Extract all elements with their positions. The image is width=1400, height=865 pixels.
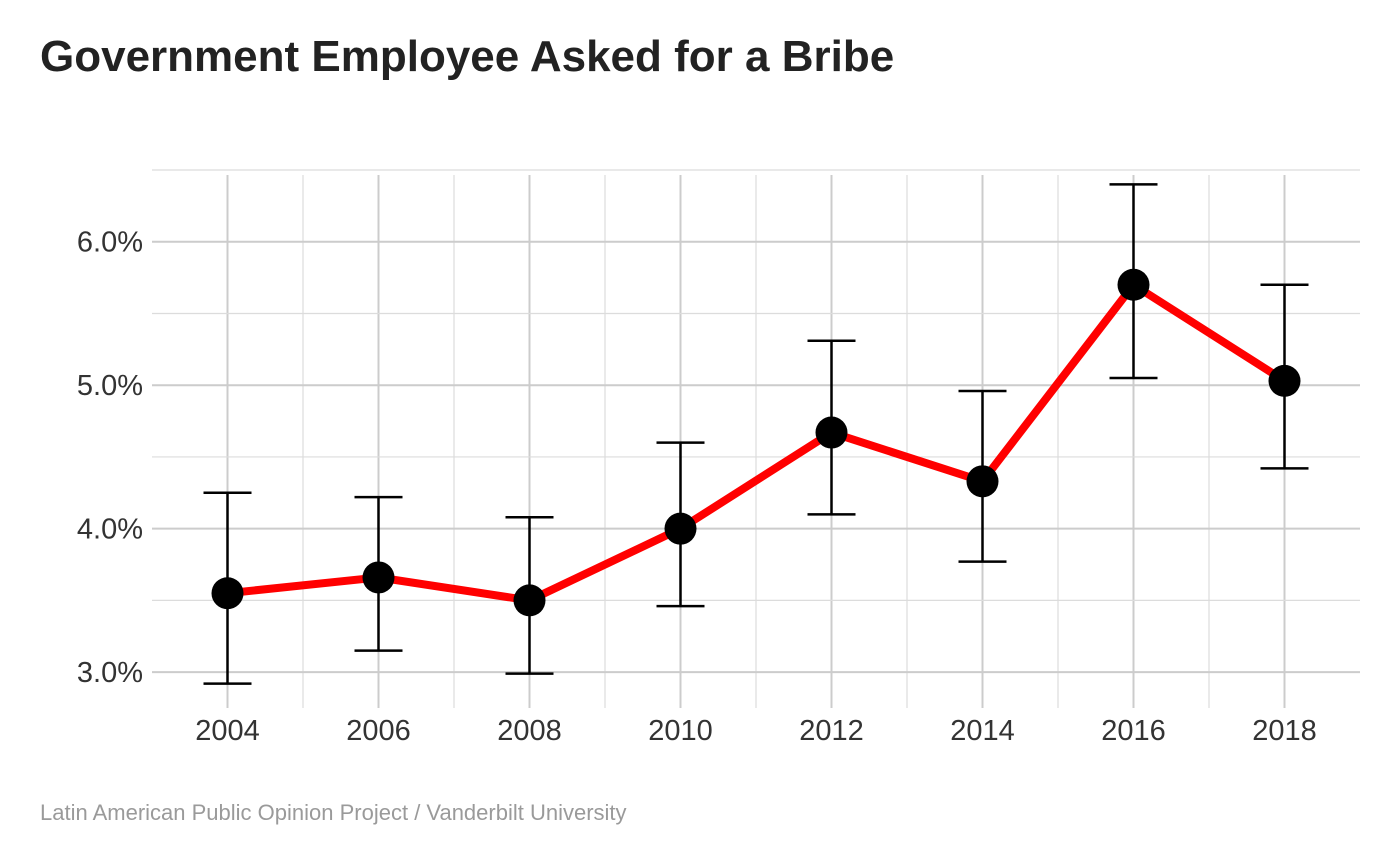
x-tick-label: 2006	[346, 715, 411, 747]
x-tick-label: 2016	[1101, 715, 1166, 747]
data-point	[815, 416, 848, 449]
y-tick-label: 5.0%	[77, 370, 143, 402]
y-tick-label: 3.0%	[77, 657, 143, 689]
x-tick-label: 2008	[497, 715, 562, 747]
series-line	[223, 280, 1289, 605]
chart-title: Government Employee Asked for a Bribe	[40, 32, 895, 81]
y-tick-label: 6.0%	[77, 227, 143, 259]
data-points	[211, 268, 1301, 617]
series-line-path	[223, 280, 1289, 605]
x-axis-tick-labels: 2004 2006 2008 2010 2012 2014 2016 2018	[195, 715, 1317, 747]
data-point	[1268, 364, 1301, 397]
x-tick-label: 2004	[195, 715, 260, 747]
x-tick-label: 2012	[799, 715, 864, 747]
x-tick-label: 2014	[950, 715, 1015, 747]
source-caption: Latin American Public Opinion Project / …	[40, 800, 627, 825]
error-bars	[203, 183, 1309, 685]
data-point	[211, 577, 244, 610]
data-point	[664, 512, 697, 545]
grid-lines	[152, 169, 1360, 708]
y-tick-label: 4.0%	[77, 514, 143, 546]
data-point	[966, 465, 999, 498]
y-axis-tick-labels: 3.0% 4.0% 5.0% 6.0%	[77, 227, 143, 689]
data-point	[362, 561, 395, 594]
x-tick-label: 2018	[1252, 715, 1317, 747]
data-point	[1117, 268, 1150, 301]
x-tick-label: 2010	[648, 715, 713, 747]
data-point	[513, 584, 546, 617]
